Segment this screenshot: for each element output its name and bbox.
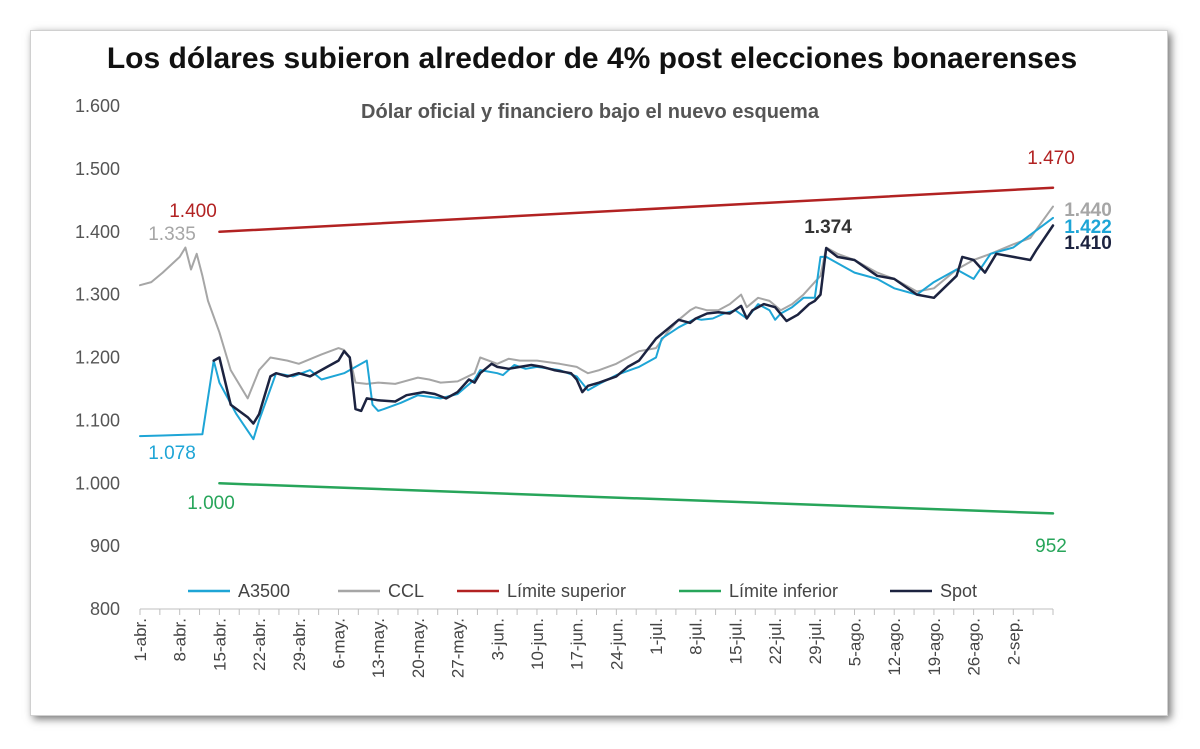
x-tick-label: 1-abr.	[131, 618, 150, 661]
x-tick-label: 22-abr.	[250, 618, 269, 671]
y-tick-label: 800	[90, 599, 120, 619]
series-line-ccl	[139, 205, 1054, 400]
y-tick-label: 1.500	[75, 159, 120, 179]
x-tick-label: 29-jul.	[806, 618, 825, 664]
y-tick-label: 1.400	[75, 222, 120, 242]
value-label: 1.335	[148, 224, 196, 245]
legend-label-ccl: CCL	[388, 581, 424, 601]
x-tick-label: 13-may.	[369, 618, 388, 678]
x-tick-label: 8-jul.	[687, 618, 706, 655]
x-tick-label: 15-jul.	[726, 618, 745, 664]
y-tick-label: 1.100	[75, 410, 120, 430]
value-label: 1.422	[1064, 217, 1112, 238]
chart-title: Los dólares subieron alrededor de 4% pos…	[107, 42, 1077, 75]
value-label: 1.078	[148, 443, 196, 464]
x-tick-label: 8-abr.	[171, 618, 190, 661]
x-tick-label: 5-ago.	[846, 618, 865, 666]
x-tick-label: 24-jun.	[607, 618, 626, 670]
series-line-limite_superior	[218, 186, 1055, 234]
x-axis: 1-abr. 8-abr. 15-abr. 22-abr. 29-abr. 6-may. 1…	[131, 608, 1054, 678]
x-tick-label: 17-jun.	[568, 618, 587, 670]
series-line-spot	[212, 224, 1055, 425]
value-label: 1.440	[1064, 200, 1112, 221]
series-line-a3500	[139, 216, 1054, 441]
legend-label-spot: Spot	[940, 581, 977, 601]
chart-subtitle: Dólar oficial y financiero bajo el nuevo…	[361, 101, 820, 123]
x-tick-label: 20-may.	[409, 618, 428, 678]
series-line-limite_inferior	[218, 482, 1055, 515]
x-tick-label: 2-sep.	[1004, 618, 1023, 665]
legend-label-limite_superior: Límite superior	[507, 581, 626, 601]
value-label: 952	[1035, 536, 1067, 557]
y-tick-label: 1.300	[75, 285, 120, 305]
series-layer	[139, 186, 1055, 515]
x-tick-label: 3-jun.	[488, 618, 507, 661]
x-tick-label: 22-jul.	[766, 618, 785, 664]
legend-label-a3500: A3500	[238, 581, 290, 601]
y-tick-label: 1.600	[75, 96, 120, 116]
y-axis: 800 900 1.000 1.100 1.200 1.300 1.400 1.500 1.60…	[75, 96, 120, 619]
x-tick-label: 1-jul.	[647, 618, 666, 655]
y-tick-label: 1.000	[75, 473, 120, 493]
x-tick-label: 19-ago.	[925, 618, 944, 676]
x-tick-label: 29-abr.	[290, 618, 309, 671]
x-tick-label: 10-jun.	[528, 618, 547, 670]
legend: A3500 CCL Límite superior Límite inferior Sp…	[188, 581, 977, 601]
value-label: 1.374	[804, 217, 852, 238]
value-label: 1.000	[187, 493, 235, 514]
value-label: 1.410	[1064, 233, 1112, 254]
value-label: 1.400	[169, 201, 217, 222]
x-tick-label: 27-may.	[449, 618, 468, 678]
y-tick-label: 900	[90, 536, 120, 556]
x-tick-label: 15-abr.	[210, 618, 229, 671]
legend-label-limite_inferior: Límite inferior	[729, 581, 838, 601]
chart-frame	[30, 30, 1168, 716]
x-tick-label: 12-ago.	[885, 618, 904, 676]
value-label: 1.470	[1027, 148, 1075, 169]
x-tick-label: 6-may.	[329, 618, 348, 669]
x-tick-label: 26-ago.	[965, 618, 984, 676]
y-tick-label: 1.200	[75, 348, 120, 368]
